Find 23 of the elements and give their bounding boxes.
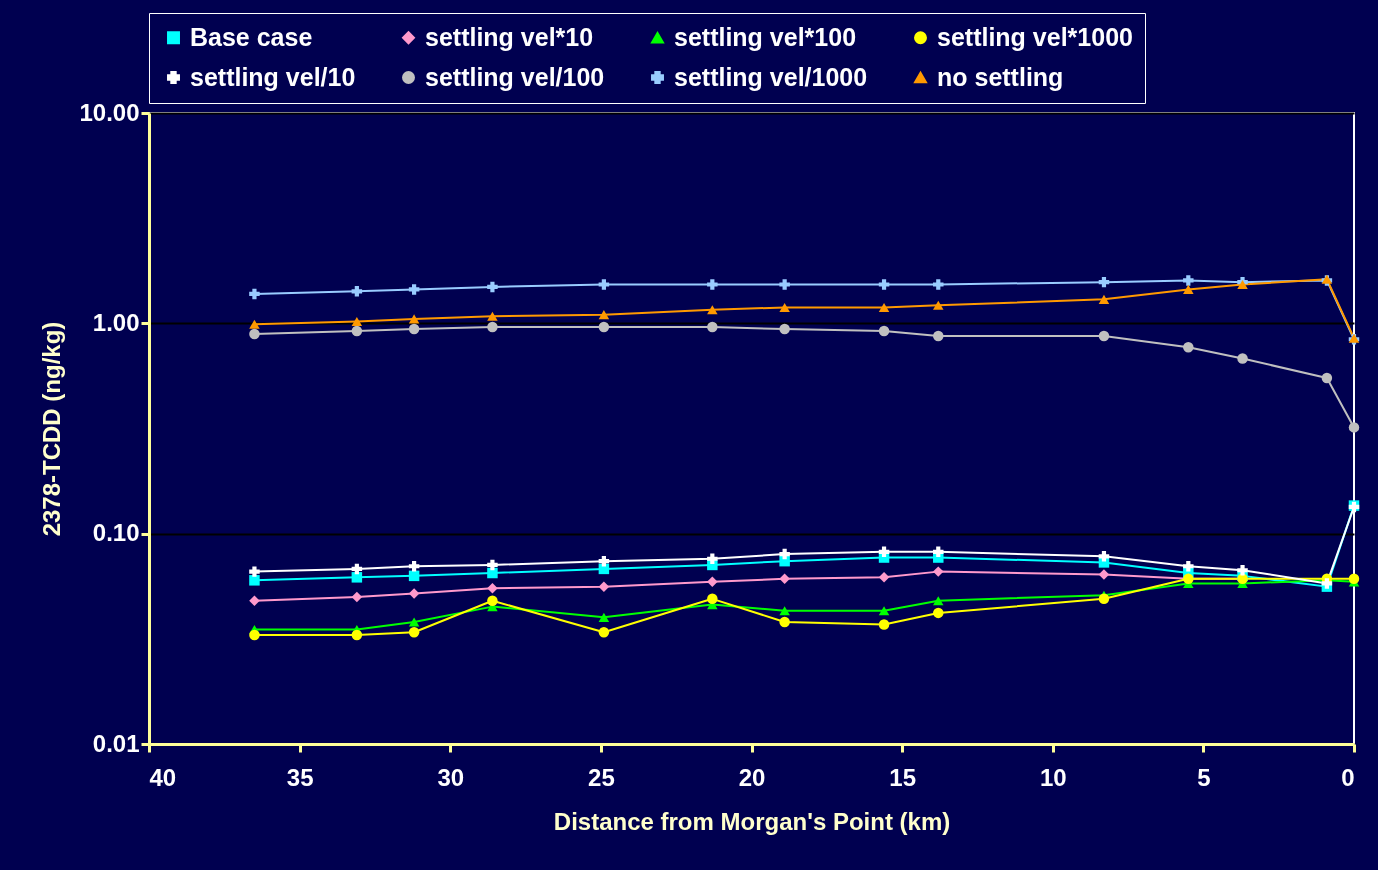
x-tick-label: 20 <box>738 763 766 791</box>
x-tick-label: 10 <box>1039 763 1067 791</box>
legend-label: settling vel*1000 <box>937 22 1133 51</box>
legend-label: settling vel/1000 <box>674 62 868 91</box>
legend-label: Base case <box>190 22 313 51</box>
x-tick-label: 40 <box>149 763 177 791</box>
y-tick-label: 0.01 <box>92 729 140 757</box>
y-tick-label: 0.10 <box>92 519 140 547</box>
legend-label: settling vel*100 <box>674 22 857 51</box>
x-axis-title: Distance from Morgan's Point (km) <box>553 807 951 835</box>
legend-label: no settling <box>937 62 1064 91</box>
y-axis-title: 2378-TCDD (ng/kg) <box>38 321 66 537</box>
x-tick-label: 35 <box>286 763 314 791</box>
y-tick-label: 1.00 <box>92 308 140 336</box>
legend-label: settling vel*10 <box>425 22 594 51</box>
legend-label: settling vel/100 <box>425 62 605 91</box>
x-tick-label: 5 <box>1197 763 1211 791</box>
x-tick-label: 0 <box>1341 763 1355 791</box>
y-tick-label: 10.00 <box>79 98 140 126</box>
x-tick-label: 30 <box>437 763 465 791</box>
legend-label: settling vel/10 <box>190 62 356 91</box>
x-tick-label: 25 <box>588 763 615 791</box>
x-tick-label: 15 <box>889 763 916 791</box>
